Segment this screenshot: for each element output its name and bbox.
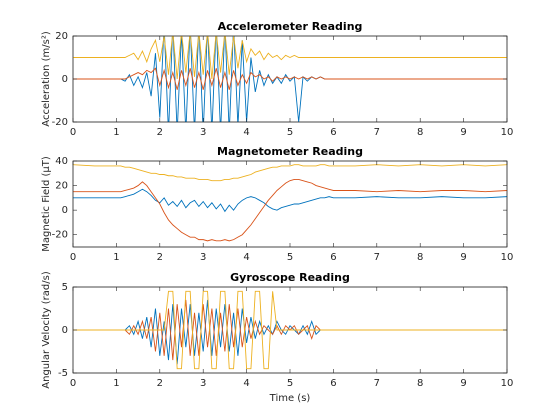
y-tick-label: -20 (52, 230, 68, 241)
x-tick-label: 9 (460, 127, 466, 138)
x-tick-label: 6 (330, 252, 336, 263)
x-tick-label: 7 (374, 252, 380, 263)
y-axis-label: Angular Velocity (rad/s) (41, 271, 52, 389)
y-tick-label: -20 (52, 117, 68, 128)
x-tick-label: 8 (417, 252, 423, 263)
x-tick-label: 10 (501, 127, 514, 138)
y-tick-label: 5 (62, 282, 68, 293)
data-line (73, 36, 507, 80)
x-tick-label: 0 (70, 252, 76, 263)
y-axis-label: Acceleration (m/s²) (41, 31, 52, 127)
x-tick-label: 0 (70, 127, 76, 138)
y-tick-label: -5 (58, 368, 68, 379)
y-axis-label: Magnetic Field (μT) (41, 156, 52, 252)
subplot-title: Accelerometer Reading (218, 20, 363, 33)
x-tick-label: 1 (113, 127, 119, 138)
x-tick-label: 9 (460, 252, 466, 263)
x-tick-label: 10 (501, 378, 514, 389)
x-tick-label: 9 (460, 378, 466, 389)
x-tick-label: 6 (330, 378, 336, 389)
x-tick-label: 2 (157, 378, 163, 389)
data-line (73, 188, 507, 213)
x-tick-label: 4 (243, 127, 249, 138)
data-line (73, 178, 507, 242)
x-tick-label: 3 (200, 127, 206, 138)
x-tick-label: 5 (287, 252, 293, 263)
x-tick-label: 8 (417, 127, 423, 138)
axes-frame (72, 160, 508, 248)
data-line (73, 164, 507, 182)
x-tick-label: 4 (243, 252, 249, 263)
y-tick-label: 0 (62, 74, 68, 85)
y-tick-label: 0 (62, 325, 68, 336)
x-tick-label: 6 (330, 127, 336, 138)
x-tick-label: 4 (243, 378, 249, 389)
x-tick-label: 3 (200, 378, 206, 389)
x-tick-label: 1 (113, 252, 119, 263)
y-tick-label: 40 (55, 156, 68, 167)
y-tick-label: 0 (62, 205, 68, 216)
x-tick-label: 2 (157, 252, 163, 263)
x-tick-label: 10 (501, 252, 514, 263)
x-tick-label: 2 (157, 127, 163, 138)
data-line (73, 67, 507, 90)
y-tick-label: 20 (55, 181, 68, 192)
x-axis-label: Time (s) (269, 393, 311, 404)
x-tick-label: 1 (113, 378, 119, 389)
data-line (73, 290, 507, 370)
y-tick-label: 20 (55, 31, 68, 42)
x-tick-label: 5 (287, 378, 293, 389)
x-tick-label: 0 (70, 378, 76, 389)
x-tick-label: 7 (374, 127, 380, 138)
x-tick-label: 5 (287, 127, 293, 138)
x-tick-label: 3 (200, 252, 206, 263)
subplot-title: Magnetometer Reading (217, 145, 363, 158)
subplot-title: Gyroscope Reading (230, 271, 350, 284)
x-tick-label: 7 (374, 378, 380, 389)
x-tick-label: 8 (417, 378, 423, 389)
